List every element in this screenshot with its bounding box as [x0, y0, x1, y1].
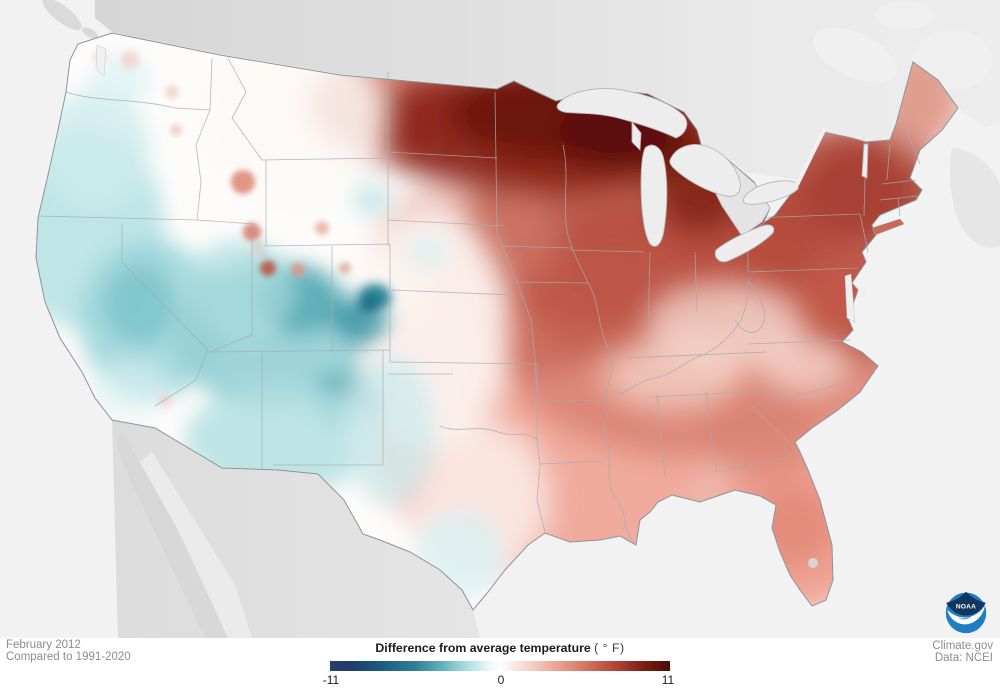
- canada-landmass: [42, 0, 1000, 248]
- mexico-landmass: [112, 420, 480, 638]
- lake-erie: [714, 224, 775, 263]
- lake-ontario: [742, 180, 799, 205]
- chesapeake-bay: [844, 273, 856, 323]
- period-label: February 2012: [6, 639, 81, 651]
- legend-title: Difference from average temperature ( ° …: [0, 641, 1000, 655]
- lake-huron: [669, 144, 741, 197]
- st-lawrence-river: [795, 127, 827, 186]
- lake-champlain: [861, 143, 869, 179]
- lake-okeechobee: [808, 558, 818, 568]
- green-bay: [631, 120, 642, 152]
- lake-michigan: [640, 144, 668, 247]
- date-caption: February 2012 Compared to 1991-2020: [6, 639, 131, 664]
- long-island: [871, 218, 905, 236]
- legend-title-text: Difference from average temperature: [375, 641, 591, 655]
- attribution: Climate.gov Data: NCEI: [932, 640, 993, 665]
- noaa-logo-text: NOAA: [956, 603, 976, 610]
- noaa-logo: NOAA: [945, 591, 987, 634]
- great-lakes: [556, 88, 869, 263]
- puget-sound: [95, 44, 107, 77]
- source-data-label: Data: NCEI: [934, 652, 993, 665]
- delaware-bay: [860, 284, 868, 298]
- state-borders: [37, 57, 921, 543]
- legend-unit: ( ° F): [594, 641, 625, 655]
- colorbar-gradient: [330, 661, 670, 671]
- colorbar-max-label: 11: [661, 673, 675, 687]
- colorbar-zero-label: 0: [497, 673, 505, 687]
- baseline-label: Compared to 1991-2020: [6, 651, 131, 664]
- lake-superior: [556, 88, 688, 139]
- conus-anomaly-map: [0, 0, 1000, 638]
- source-site-label: Climate.gov: [932, 640, 993, 652]
- colorbar-min-label: -11: [322, 673, 340, 687]
